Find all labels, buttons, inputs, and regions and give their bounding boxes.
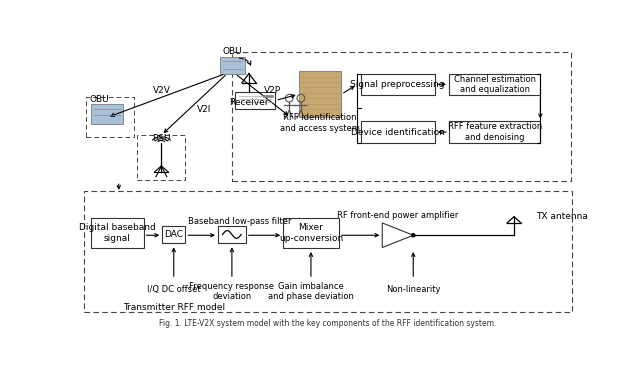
Text: Device identification: Device identification [351,128,445,137]
Text: RFF identification
and access system: RFF identification and access system [280,113,360,132]
Text: TX antenna: TX antenna [536,212,588,221]
Bar [449,121,540,143]
Text: Digital baseband
signal: Digital baseband signal [79,223,156,243]
Bar [218,226,246,243]
Bar [360,73,435,95]
Text: OBU: OBU [90,95,109,104]
Bar [298,71,341,117]
Bar [360,121,435,143]
Text: I/Q DC offset: I/Q DC offset [147,285,200,294]
Bar [91,104,124,124]
Bar [86,97,134,137]
Bar [220,56,245,73]
Bar [162,226,186,243]
Text: Non-linearity: Non-linearity [386,285,440,294]
Text: Receiver: Receiver [229,98,269,107]
Text: OBU: OBU [223,48,243,56]
Text: RF front-end power amplifier: RF front-end power amplifier [337,211,458,220]
Text: RFF feature extraction
and denoising: RFF feature extraction and denoising [447,123,541,142]
Text: Frequency response
deviation: Frequency response deviation [189,282,275,301]
Bar [91,218,143,248]
Text: Mixer
up-conversion: Mixer up-conversion [279,223,343,243]
Text: V2P: V2P [264,86,281,95]
Text: Channel estimation
and equalization: Channel estimation and equalization [454,75,536,94]
Text: Fig. 1. LTE-V2X system model with the key components of the RFF identification s: Fig. 1. LTE-V2X system model with the ke… [159,318,497,328]
Text: Baseband low-pass filter: Baseband low-pass filter [188,217,291,226]
Text: DAC: DAC [164,230,183,239]
Bar [138,135,186,180]
Bar [235,92,275,109]
Bar [232,52,572,181]
Bar [449,73,540,95]
Text: RSU: RSU [152,134,171,143]
Bar [283,218,339,248]
Circle shape [412,234,415,237]
Bar [84,190,572,312]
Text: V2I: V2I [197,105,211,114]
Polygon shape [382,223,413,248]
Text: Signal preprocessing: Signal preprocessing [351,80,445,89]
Text: Gain imbalance
and phase deviation: Gain imbalance and phase deviation [268,282,354,301]
Text: Transmitter RFF model: Transmitter RFF model [123,303,225,312]
Text: V2V: V2V [152,86,170,95]
